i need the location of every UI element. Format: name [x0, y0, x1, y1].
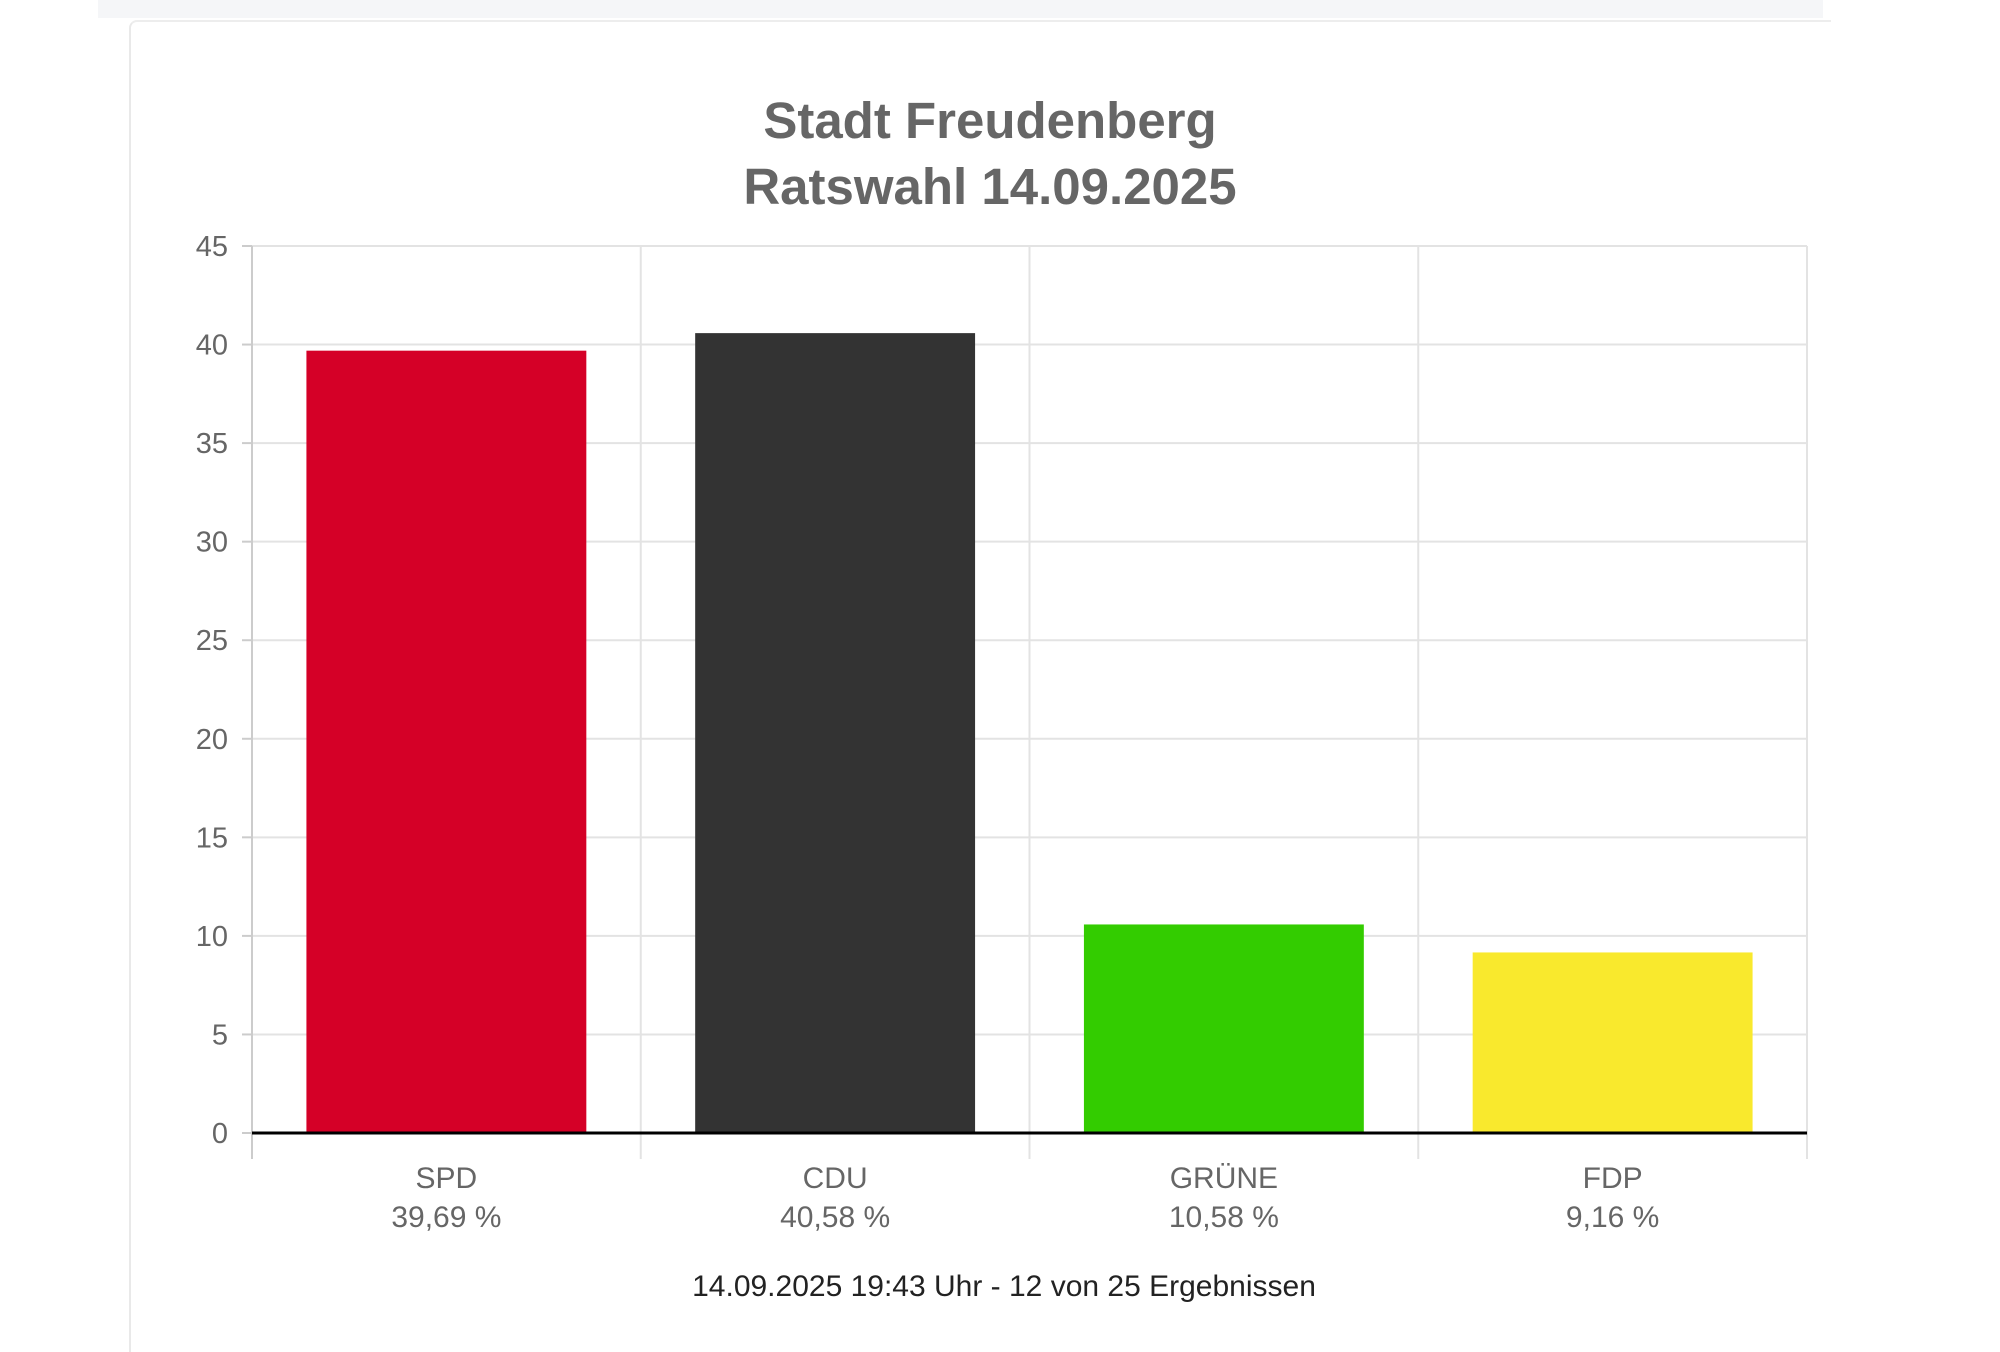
category-label-spd: SPD	[416, 1162, 478, 1195]
bar-fdp	[1472, 952, 1753, 1133]
chart-title-line-2: Ratswahl 14.09.2025	[743, 158, 1236, 215]
ytick-label-40: 40	[196, 330, 228, 362]
bar-cdu	[695, 333, 976, 1133]
category-label-gr-ne: GRÜNE	[1170, 1162, 1278, 1195]
footer-status: 14.09.2025 19:43 Uhr - 12 von 25 Ergebni…	[692, 1270, 1316, 1303]
category-label-fdp: FDP	[1583, 1162, 1643, 1195]
bar-gr-ne	[1083, 924, 1364, 1133]
ytick-label-20: 20	[196, 724, 228, 756]
ytick-label-15: 15	[196, 822, 228, 854]
value-label-spd: 39,69 %	[391, 1201, 501, 1234]
value-label-fdp: 9,16 %	[1566, 1201, 1659, 1234]
bars	[306, 333, 1753, 1133]
ytick-label-45: 45	[196, 231, 228, 263]
value-label-gr-ne: 10,58 %	[1169, 1201, 1279, 1234]
chart-title-line-1: Stadt Freudenberg	[763, 92, 1216, 149]
ytick-label-5: 5	[212, 1019, 228, 1051]
ytick-label-30: 30	[196, 527, 228, 559]
labels: 0 5 10 15 20 25 30 35 40 45 SPD 39,69 % CDU 40,58 % GR…	[196, 231, 1660, 1234]
top-strip	[98, 0, 1823, 18]
ytick-label-35: 35	[196, 428, 228, 460]
category-label-cdu: CDU	[803, 1162, 868, 1195]
ytick-label-0: 0	[212, 1118, 228, 1150]
bar-spd	[306, 350, 587, 1133]
ytick-label-10: 10	[196, 921, 228, 953]
value-label-cdu: 40,58 %	[780, 1201, 890, 1234]
ytick-label-25: 25	[196, 625, 228, 657]
